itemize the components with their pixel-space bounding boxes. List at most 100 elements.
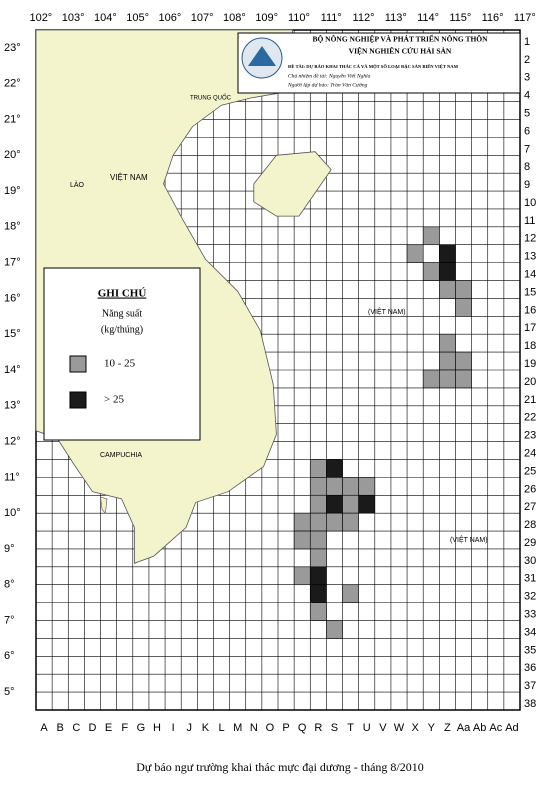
column-label: W: [394, 722, 405, 734]
row-label: 17: [524, 322, 536, 334]
column-label: N: [250, 722, 258, 734]
row-label: 8: [524, 161, 530, 173]
fishing-cell: [439, 262, 456, 281]
place-label: LÀO: [70, 180, 85, 189]
column-label: L: [218, 722, 224, 734]
column-label: Ac: [489, 722, 502, 734]
legend-subtitle: Năng suất: [102, 308, 142, 319]
column-label: E: [105, 722, 112, 734]
longitude-label: 116°: [482, 12, 504, 24]
fishing-cell: [439, 351, 456, 371]
latitude-label: 8°: [4, 579, 15, 591]
longitude-label: 110°: [288, 12, 310, 24]
row-label: 16: [524, 304, 536, 316]
row-label: 7: [524, 143, 530, 155]
fishing-cell: [309, 494, 327, 514]
latitude-label: 20°: [4, 149, 21, 161]
latitude-label: 14°: [4, 364, 21, 376]
row-label: 26: [524, 483, 536, 495]
fishing-cell: [455, 369, 472, 389]
column-label: G: [137, 722, 146, 734]
column-label: T: [347, 722, 354, 734]
place-label: CAMPUCHIA: [100, 452, 142, 459]
row-label: 10: [524, 197, 536, 209]
row-label: 5: [524, 107, 530, 119]
row-label: 4: [524, 90, 530, 102]
latitude-label: 6°: [4, 650, 15, 662]
latitude-label: 5°: [4, 686, 15, 698]
row-label: 29: [524, 537, 536, 549]
fishing-cell: [326, 512, 343, 532]
latitude-label: 16°: [4, 292, 21, 304]
longitude-label: 108°: [223, 12, 246, 24]
fishing-cell: [326, 494, 343, 514]
longitude-label: 104°: [94, 12, 117, 24]
header-box: BỘ NÔNG NGHIỆP VÀ PHÁT TRIỂN NÔNG THÔN V…: [237, 32, 521, 94]
row-label: 31: [524, 573, 536, 585]
fishing-cell: [439, 244, 456, 263]
fishing-cell: [358, 477, 376, 496]
fishing-cell: [309, 459, 327, 478]
row-label: 37: [524, 680, 536, 692]
fishing-cell: [455, 298, 472, 317]
column-label: M: [233, 722, 242, 734]
latitude-label: 19°: [4, 185, 21, 197]
row-label: 14: [524, 269, 536, 281]
legend-label: 10 - 25: [104, 358, 136, 370]
longitude-label: 106°: [159, 12, 182, 24]
row-label: 1: [524, 36, 530, 48]
legend-unit: (kg/thúng): [101, 324, 143, 335]
longitude-label: 112°: [353, 12, 375, 24]
column-label: A: [40, 722, 48, 734]
row-label: 11: [524, 215, 535, 227]
column-label: Ad: [505, 722, 518, 734]
row-label: 18: [524, 340, 536, 352]
fishing-cell: [326, 459, 343, 478]
row-label: 21: [524, 394, 536, 406]
header-project: ĐỀ TÀI: DỰ BÁO KHAI THÁC CÁ VÀ MỘT SỐ LO…: [288, 64, 459, 69]
longitude-label: 113°: [385, 12, 407, 24]
latitude-label: 7°: [4, 614, 15, 626]
logo-shape: [248, 46, 276, 66]
latitude-label: 22°: [4, 78, 21, 90]
row-label: 32: [524, 591, 536, 603]
column-label: B: [57, 722, 64, 734]
axis-labels: A B C D E F G H I J K L M N O P Q R S T U V W X Y Z Aa Ab Ac Ad123456…: [4, 12, 536, 734]
row-label: 25: [524, 465, 536, 477]
row-label: 2: [524, 54, 530, 66]
fishing-cells: [293, 226, 472, 639]
row-label: 20: [524, 376, 536, 388]
fishing-cell: [406, 244, 424, 263]
column-label: V: [379, 722, 387, 734]
place-label: VIỆT NAM: [110, 173, 148, 182]
column-label: R: [314, 722, 322, 734]
fishing-cell: [439, 280, 456, 299]
legend-label: > 25: [104, 394, 124, 406]
column-label: Ab: [473, 722, 486, 734]
hainan: [253, 151, 332, 217]
fishing-cell: [342, 494, 359, 514]
row-label: 35: [524, 644, 536, 656]
header-compiler: Người lập dự báo: Trần Văn Cường: [287, 81, 368, 88]
legend-swatch: [69, 391, 87, 409]
column-label: H: [153, 722, 161, 734]
latitude-label: 21°: [4, 113, 21, 125]
fishing-cell: [422, 262, 440, 281]
longitude-label: 111°: [321, 12, 342, 24]
fishing-cell: [309, 566, 327, 586]
legend-frame: [43, 267, 201, 441]
longitude-label: 109°: [255, 12, 278, 24]
row-label: 36: [524, 662, 536, 674]
column-label: K: [202, 722, 210, 734]
column-label: D: [88, 722, 96, 734]
latitude-label: 17°: [4, 257, 21, 269]
legend: GHI CHÚ Năng suất (kg/thúng) 10 - 25 > 25: [43, 267, 201, 441]
fishing-cell: [293, 512, 311, 532]
column-label: P: [282, 722, 289, 734]
header-frame: [237, 32, 521, 94]
latitude-label: 10°: [4, 507, 21, 519]
fishing-cell: [358, 494, 376, 514]
row-label: 34: [524, 626, 536, 638]
legend-swatch: [69, 355, 87, 373]
